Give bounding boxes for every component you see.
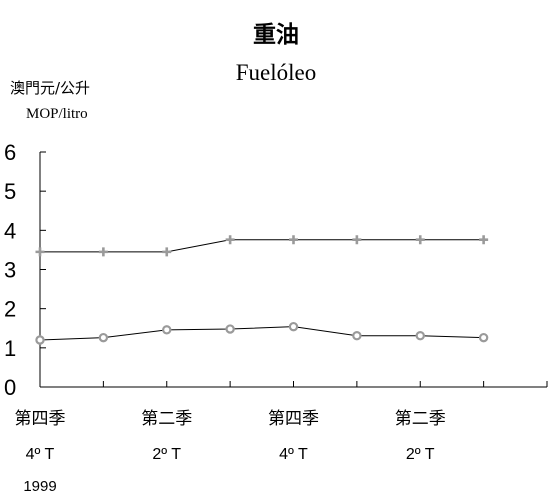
x-label-quarter-pt: 2º T — [152, 446, 181, 463]
x-label-quarter-zh: 第二季 — [141, 409, 192, 429]
plus-marker-icon — [415, 235, 425, 245]
data-point-plus — [162, 247, 172, 257]
chart-axes: 0 1 2 3 4 5 6 — [4, 140, 548, 400]
data-point-plus — [352, 235, 362, 245]
series-lines — [39, 239, 484, 341]
plus-marker-icon — [35, 247, 45, 257]
y-tick-label: 4 — [4, 218, 16, 243]
data-point-circle — [225, 324, 235, 334]
y-axis-label-pt: MOP/litro — [26, 106, 88, 122]
plus-marker-icon — [162, 247, 172, 257]
y-tick-label: 2 — [4, 297, 16, 322]
x-label-quarter-pt: 4º T — [279, 446, 308, 463]
series-line-circle — [39, 326, 484, 341]
x-label-quarter-zh: 第四季 — [15, 409, 66, 429]
plus-marker-icon — [225, 235, 235, 245]
data-point-plus — [479, 235, 489, 245]
chart-subtitle: Fuelóleo — [236, 60, 317, 85]
series-line-plus — [40, 239, 484, 253]
y-tick-label: 1 — [4, 336, 16, 361]
plus-marker-icon — [479, 235, 489, 245]
data-point-circle — [162, 325, 172, 335]
x-label-quarter-pt: 4º T — [26, 446, 55, 463]
plus-marker-icon — [98, 247, 108, 257]
x-label-quarter-zh: 第四季 — [268, 409, 319, 429]
x-axis-labels: 第四季 4º T 1999 第二季 2º T 第四季 4º T 第二季 2º T — [15, 409, 446, 495]
data-point-circle — [98, 332, 109, 343]
data-point-circle — [35, 335, 45, 345]
chart-title: 重油 — [253, 22, 299, 48]
x-label-quarter-zh: 第二季 — [395, 409, 446, 429]
data-point-circle — [415, 330, 425, 341]
data-point-circle — [352, 330, 362, 341]
data-point-circle — [288, 321, 299, 332]
x-label-quarter-pt: 2º T — [406, 446, 435, 463]
data-point-plus — [35, 247, 45, 257]
x-label-year: 1999 — [23, 478, 56, 495]
data-point-plus — [225, 235, 235, 245]
data-point-plus — [289, 235, 298, 245]
data-point-plus — [98, 247, 108, 257]
series-markers — [35, 235, 489, 345]
y-tick-label: 6 — [4, 140, 16, 165]
data-point-circle — [478, 332, 489, 343]
y-tick-label: 0 — [4, 375, 16, 400]
y-tick-label: 5 — [4, 179, 16, 204]
plus-marker-icon — [289, 235, 298, 245]
y-tick-label: 3 — [4, 258, 16, 283]
data-point-plus — [415, 235, 425, 245]
plus-marker-icon — [352, 235, 362, 245]
y-axis-label-zh: 澳門元/公升 — [10, 79, 90, 97]
